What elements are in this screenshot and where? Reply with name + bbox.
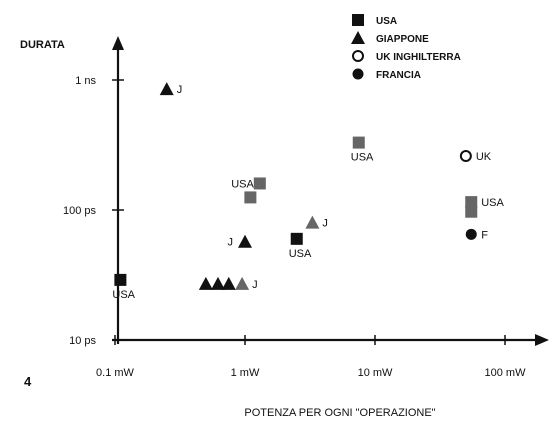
legend-marker xyxy=(352,50,364,62)
figure-number: 4 xyxy=(24,374,32,389)
legend-marker xyxy=(352,68,364,80)
data-point-label: USA xyxy=(112,289,135,301)
y-axis-label: DURATA xyxy=(20,39,65,51)
data-point-label: J xyxy=(228,237,234,249)
legend-marker xyxy=(352,14,364,26)
legend-entry: GIAPPONE xyxy=(376,34,429,45)
x-axis-arrow xyxy=(535,334,549,346)
x-axis-label: POTENZA PER OGNI "OPERAZIONE" xyxy=(244,407,435,419)
x-tick-label: 0.1 mW xyxy=(96,367,135,379)
data-point xyxy=(253,177,266,190)
data-point-label: USA xyxy=(481,197,504,209)
data-points: USA J USA USA USA J J J UK USA F xyxy=(112,82,505,301)
data-point xyxy=(352,136,365,149)
legend: USA GIAPPONE UK INGHILTERRA FRANCIA xyxy=(351,14,461,81)
legend-entry: USA xyxy=(376,16,397,27)
data-point-label: J xyxy=(177,84,183,96)
data-point xyxy=(459,150,472,163)
data-point-label: USA xyxy=(351,152,374,164)
x-tick-label: 10 mW xyxy=(358,367,393,379)
y-tick-label: 100 ps xyxy=(63,205,97,217)
data-point xyxy=(290,232,303,245)
y-tick-label: 10 ps xyxy=(69,335,96,347)
y-axis-arrow xyxy=(112,36,124,50)
legend-entry: FRANCIA xyxy=(376,70,421,81)
x-tick-label: 100 mW xyxy=(485,367,527,379)
data-point-label: J xyxy=(252,279,258,291)
y-tick-label: 1 ns xyxy=(75,75,96,87)
data-point xyxy=(244,191,257,204)
data-point xyxy=(465,228,477,240)
data-point-label: F xyxy=(481,229,488,241)
data-point-label: J xyxy=(322,218,328,230)
legend-entry: UK INGHILTERRA xyxy=(376,52,461,63)
data-point-label: USA xyxy=(289,248,312,260)
data-point xyxy=(465,196,478,209)
data-point-label: UK xyxy=(476,151,492,163)
data-point xyxy=(114,273,127,286)
data-point xyxy=(238,234,252,248)
data-point-label: USA xyxy=(231,178,254,190)
data-point xyxy=(235,276,250,290)
legend-marker xyxy=(351,31,365,44)
data-point xyxy=(211,276,226,290)
data-point xyxy=(198,276,213,290)
data-point xyxy=(305,215,320,229)
data-point xyxy=(465,205,478,218)
data-point xyxy=(159,82,174,96)
x-tick-label: 1 mW xyxy=(231,367,260,379)
axes: 0.1 mW 1 mW 10 mW 100 mW 10 ps 100 ps 1 ns xyxy=(63,36,549,379)
data-point xyxy=(221,276,236,290)
